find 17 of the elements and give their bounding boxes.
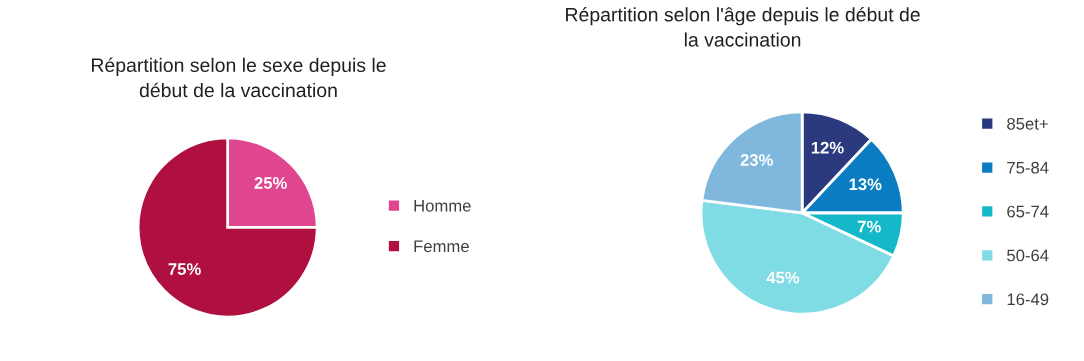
legend-label: 65-74 [1007, 205, 1049, 218]
chart-title: Répartition selon le sexe depuis le début de la vaccination [92, 57, 386, 98]
data-label: 12% [811, 141, 844, 154]
data-label: 7% [857, 220, 881, 233]
data-label: 25% [254, 177, 287, 189]
pie-slice [136, 136, 319, 319]
data-label: 75% [168, 263, 201, 275]
data-label: 45% [766, 271, 800, 284]
legend-label: 16-49 [1007, 293, 1049, 306]
data-label: 23% [740, 154, 773, 166]
legend-label: Homme [414, 200, 471, 212]
chart-title: Répartition selon l'âge depuis le début de la vaccination [566, 7, 920, 47]
data-label: 13% [849, 178, 882, 191]
legend-label: 75-84 [1007, 161, 1049, 174]
legend-label: 50-64 [1007, 249, 1049, 262]
legend-label: 85et+ [1007, 117, 1048, 130]
legend-label: Femme [414, 240, 469, 253]
